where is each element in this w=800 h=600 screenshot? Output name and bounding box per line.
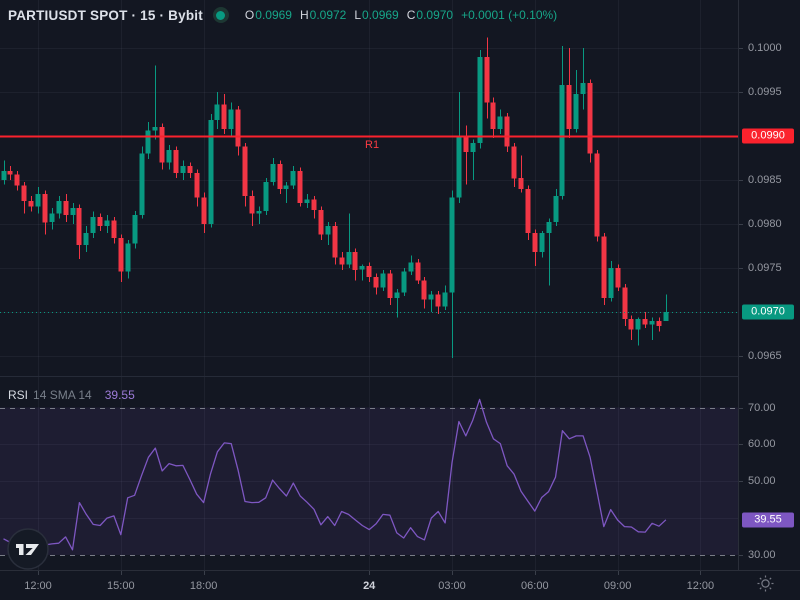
price-tick-mark: [739, 268, 743, 269]
time-tick-mark: [452, 571, 453, 575]
time-tick-mark: [369, 571, 370, 575]
indicator-value: 39.55: [104, 388, 135, 402]
symbol-header: PARTIUSDT SPOT · 15 · Bybit O0.0969 H0.0…: [8, 6, 557, 24]
rsi-line[interactable]: [3, 398, 667, 551]
price-axis[interactable]: 0.1000 0.0995 0.0985 0.0980 0.0975 0.0965 70.0…: [738, 0, 800, 570]
time-tick-label: 12:00: [24, 579, 52, 592]
rsi-band-fill: [0, 407, 738, 555]
rsi-tick-mark: [739, 481, 743, 482]
rsi-tick-label: 70.00: [748, 401, 776, 414]
open-label: O: [244, 8, 255, 22]
close-label: C: [406, 8, 416, 22]
high-label: H: [299, 8, 309, 22]
symbol-title[interactable]: PARTIUSDT SPOT · 15 · Bybit: [8, 7, 203, 23]
price-tick-label: 0.0965: [748, 350, 782, 362]
rsi-tick-mark: [739, 555, 743, 556]
r1-price-badge: 0.0990: [742, 128, 794, 144]
time-tick-mark: [700, 571, 701, 575]
price-tick-mark: [739, 356, 743, 357]
rsi-tick-mark: [739, 444, 743, 445]
price-tick-mark: [739, 224, 743, 225]
indicator-name[interactable]: RSI: [8, 388, 29, 402]
chart-canvas[interactable]: [0, 0, 738, 570]
rsi-tick-label: 60.00: [748, 438, 776, 451]
price-tick-label: 0.1000: [748, 42, 782, 54]
close-value: 0.0970: [416, 8, 454, 22]
change-value: +0.0001 (+0.10%): [461, 8, 558, 22]
low-label: L: [354, 8, 362, 22]
rsi-tick-label: 30.00: [748, 549, 776, 561]
time-tick-mark: [38, 571, 39, 575]
open-value: 0.0969: [255, 8, 292, 22]
time-tick-label: 24: [363, 579, 376, 592]
high-value: 0.0972: [309, 8, 347, 22]
r1-line-label[interactable]: R1: [365, 139, 380, 151]
time-tick-label: 09:00: [603, 579, 632, 592]
time-tick-mark: [121, 571, 122, 575]
tradingview-logo-icon[interactable]: [7, 528, 49, 570]
time-tick-mark: [618, 571, 619, 575]
time-tick-label: 03:00: [438, 579, 466, 592]
rsi-tick-label: 50.00: [748, 475, 776, 488]
price-tick-label: 0.0980: [748, 218, 782, 230]
time-axis[interactable]: 12:00 15:00 18:00 24 03:00 06:00 09:00 12:00: [0, 570, 800, 600]
price-tick-label: 0.0975: [748, 262, 782, 274]
price-tick-mark: [739, 180, 743, 181]
price-tick-label: 0.0995: [748, 86, 782, 98]
ohlc-values: O0.0969 H0.0972 L0.0969 C0.0970 +0.0001 …: [245, 8, 557, 22]
last-price-badge: 0.0970: [742, 304, 794, 320]
time-tick-mark: [535, 571, 536, 575]
time-tick-label: 15:00: [107, 579, 135, 592]
rsi-tick-mark: [739, 408, 743, 409]
price-tick-mark: [739, 92, 743, 93]
market-status-icon[interactable]: [212, 7, 229, 23]
price-tick-mark: [739, 48, 743, 49]
time-tick-label: 18:00: [189, 579, 218, 592]
rsi-value-badge: 39.55: [742, 512, 794, 528]
low-value: 0.0969: [362, 8, 399, 22]
price-tick-label: 0.0985: [748, 174, 782, 186]
status-dot-inner: [216, 10, 226, 20]
indicator-params: 14 SMA 14: [33, 388, 92, 402]
sun-icon[interactable]: [756, 574, 775, 593]
time-tick-label: 06:00: [521, 579, 549, 592]
candles-series: [1, 37, 669, 358]
time-tick-label: 12:00: [686, 579, 715, 592]
time-tick-mark: [204, 571, 205, 575]
indicator-title: RSI 14 SMA 14 39.55: [8, 388, 135, 402]
